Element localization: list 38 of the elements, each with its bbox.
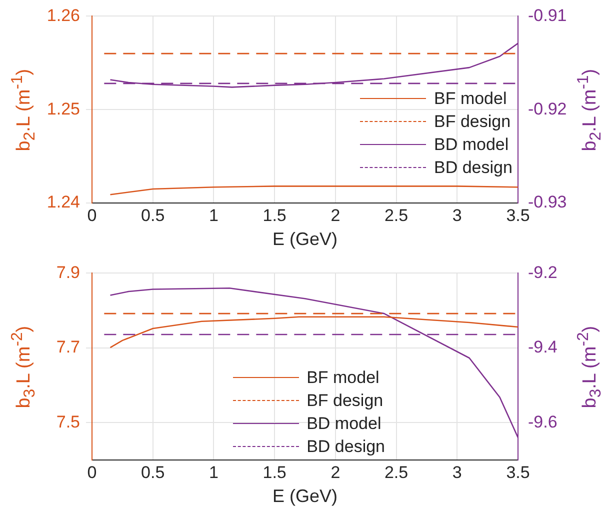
x-tick-label: 0: [87, 206, 97, 225]
x-tick-label: 1.5: [262, 462, 286, 482]
x-tick-label: 2: [330, 206, 340, 225]
y2-tick-label: -9.2: [528, 262, 558, 282]
y2-tick-label: -0.92: [528, 99, 567, 118]
legend-label: BF design: [306, 390, 384, 412]
x-tick-label: 1.5: [262, 206, 286, 225]
x-tick-label: 1: [208, 206, 218, 225]
x-tick-label: 0.5: [141, 206, 165, 225]
y2-tick-label: -9.6: [528, 412, 558, 432]
x-tick-label: 0.5: [141, 462, 165, 482]
legend-label: BF model: [306, 367, 380, 389]
x-tick-label: 3: [452, 462, 462, 482]
y-tick-label: 1.24: [46, 192, 80, 212]
x-tick-label: 3.5: [506, 462, 530, 482]
x-tick-label: 2.5: [384, 462, 408, 482]
x-tick-label: 0: [87, 462, 97, 482]
x-axis-title: E (GeV): [272, 486, 338, 506]
x-tick-label: 3: [452, 206, 462, 225]
legend-label: BD model: [306, 413, 382, 435]
y-tick-label: 7.5: [56, 412, 80, 432]
legend-label: BF model: [434, 88, 507, 110]
legend-label: BD model: [434, 134, 509, 156]
y-tick-label: 7.9: [56, 262, 80, 282]
legend-label: BD design: [306, 436, 386, 458]
legend-label: BF design: [434, 111, 511, 134]
x-axis-title: E (GeV): [272, 229, 338, 250]
y-tick-label: 7.7: [56, 338, 80, 357]
x-tick-label: 2.5: [384, 206, 408, 225]
y2-tick-label: -0.93: [528, 192, 567, 212]
legend-label: BD design: [434, 157, 512, 180]
x-tick-label: 1: [208, 462, 218, 482]
x-tick-label: 2: [330, 462, 340, 482]
y2-tick-label: -0.91: [528, 6, 567, 25]
x-tick-label: 3.5: [506, 206, 530, 225]
y-tick-label: 1.26: [46, 6, 80, 25]
y-tick-label: 1.25: [46, 99, 80, 118]
y2-tick-label: -9.4: [528, 338, 558, 357]
